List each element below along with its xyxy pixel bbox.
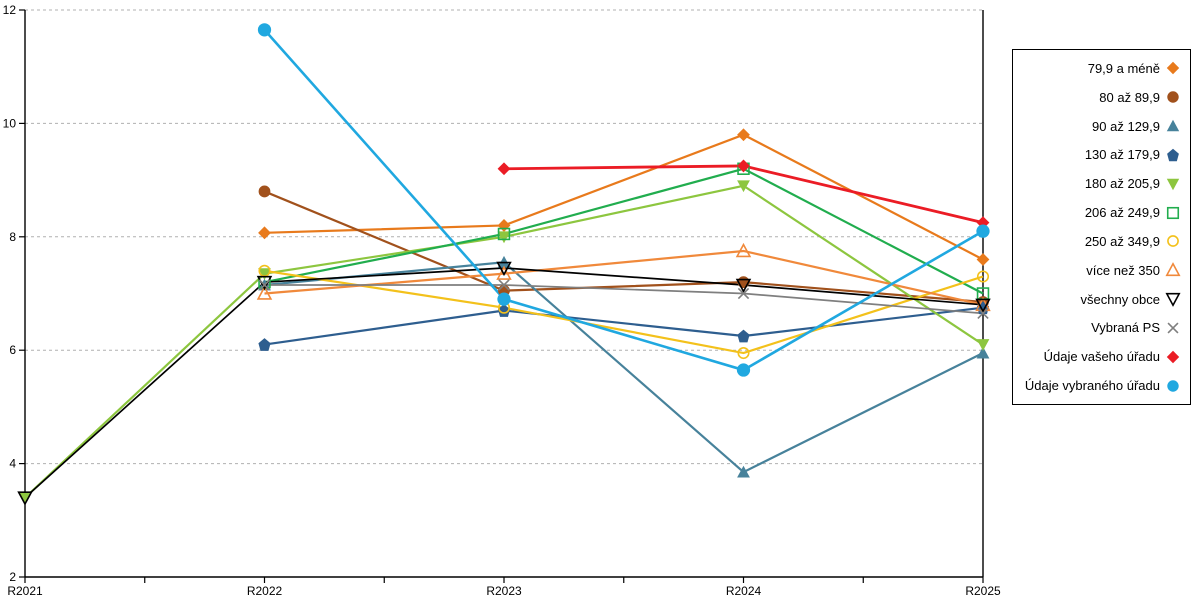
series-line-3 (264, 306, 984, 346)
data-point (497, 292, 511, 306)
data-point (976, 224, 990, 238)
y-tick-label: 6 (9, 343, 16, 357)
pentagon-legend-icon (1167, 148, 1179, 162)
data-point (258, 279, 271, 291)
data-point (976, 270, 990, 283)
data-point (976, 346, 990, 359)
series-line-5 (264, 167, 984, 295)
data-point (737, 329, 750, 343)
legend-label: Údaje vašeho úřadu (1043, 349, 1160, 365)
legend-item-0: 79,9 a méně (1013, 55, 1190, 81)
legend-item-8: všechny obce (1013, 286, 1190, 312)
series-line-1 (264, 190, 984, 304)
data-point (497, 227, 511, 241)
legend-item-5: 206 až 249,9 (1013, 200, 1190, 226)
data-point (735, 278, 752, 294)
data-point (976, 253, 990, 266)
legend-label: 79,9 a méně (1087, 60, 1160, 76)
x-tick-label: R2022 (247, 584, 283, 598)
legend-label: Údaje vybraného úřadu (1024, 378, 1160, 394)
y-tick-label: 8 (9, 230, 16, 244)
data-point (737, 346, 750, 360)
data-point (258, 338, 271, 351)
legend-label: 250 až 349,9 (1084, 233, 1160, 249)
data-point (736, 363, 751, 377)
data-point (497, 304, 511, 317)
x-tick-label: R2025 (965, 584, 1001, 598)
series-line-0 (264, 133, 984, 261)
legend-label: Vybraná PS (1091, 320, 1160, 336)
data-point (498, 279, 510, 291)
data-point (258, 268, 271, 281)
legend-label: 90 až 129,9 (1092, 118, 1160, 134)
data-point (497, 231, 511, 244)
data-point (496, 265, 512, 280)
circle-legend-icon (1167, 91, 1179, 103)
data-point (497, 219, 511, 232)
diamond-legend-icon (1166, 350, 1180, 363)
y-tick-label: 10 (3, 116, 17, 130)
data-point (496, 261, 512, 277)
data-point (976, 339, 990, 351)
diamond-legend-icon (1166, 62, 1180, 75)
data-point (737, 159, 750, 173)
data-point (257, 23, 272, 37)
legend-item-9: Vybraná PS (1013, 315, 1190, 341)
legend-label: 206 až 249,9 (1084, 205, 1160, 221)
x-legend-icon (1167, 322, 1179, 334)
data-point (975, 298, 991, 313)
legend-label: více než 350 (1086, 262, 1160, 278)
legend-item-7: více než 350 (1013, 257, 1190, 283)
square-open-legend-icon (1166, 206, 1180, 219)
data-point (976, 216, 990, 230)
data-point (497, 162, 511, 176)
data-point (977, 307, 989, 320)
data-point (17, 491, 33, 506)
legend-item-6: 250 až 349,9 (1013, 228, 1190, 254)
legend-label: všechny obce (1080, 291, 1161, 307)
data-point (737, 287, 750, 300)
series-line-7 (264, 249, 984, 306)
data-point (258, 185, 271, 198)
y-tick-label: 12 (3, 3, 17, 17)
circle-legend-icon (1167, 379, 1179, 392)
series-line-9 (264, 284, 984, 315)
legend-item-4: 180 až 205,9 (1013, 171, 1190, 197)
data-point (737, 465, 750, 478)
data-point (737, 180, 750, 193)
legend-label: 80 až 89,9 (1099, 89, 1160, 105)
y-tick-label: 2 (9, 570, 16, 584)
series-line-6 (264, 269, 984, 355)
triangle-down-open-legend-icon (1165, 292, 1181, 307)
legend-item-1: 80 až 89,9 (1013, 84, 1190, 110)
data-point (258, 226, 271, 240)
data-point (18, 492, 32, 505)
legend-label: 180 až 205,9 (1084, 176, 1160, 192)
data-point (737, 128, 750, 142)
series-line-2 (264, 261, 984, 474)
x-tick-label: R2021 (7, 584, 43, 598)
legend-item-2: 90 až 129,9 (1013, 113, 1190, 139)
triangle-down-legend-icon (1166, 178, 1180, 190)
circle-open-legend-icon (1167, 235, 1179, 248)
x-tick-label: R2024 (726, 584, 762, 598)
x-tick-label: R2023 (486, 584, 522, 598)
legend-item-11: Údaje vybraného úřadu (1013, 373, 1190, 399)
legend: 79,9 a méně 80 až 89,9 90 až 129,9 130 až 1… (1012, 49, 1191, 405)
legend-label: 130 až 179,9 (1084, 147, 1160, 163)
triangle-up-legend-icon (1166, 119, 1180, 132)
legend-item-3: 130 až 179,9 (1013, 142, 1190, 168)
y-tick-label: 4 (9, 457, 16, 471)
series-line-11 (263, 28, 984, 372)
data-point (735, 242, 752, 258)
legend-item-10: Údaje vašeho úřadu (1013, 344, 1190, 370)
data-point (256, 285, 273, 300)
triangle-up-open-legend-icon (1165, 262, 1181, 277)
